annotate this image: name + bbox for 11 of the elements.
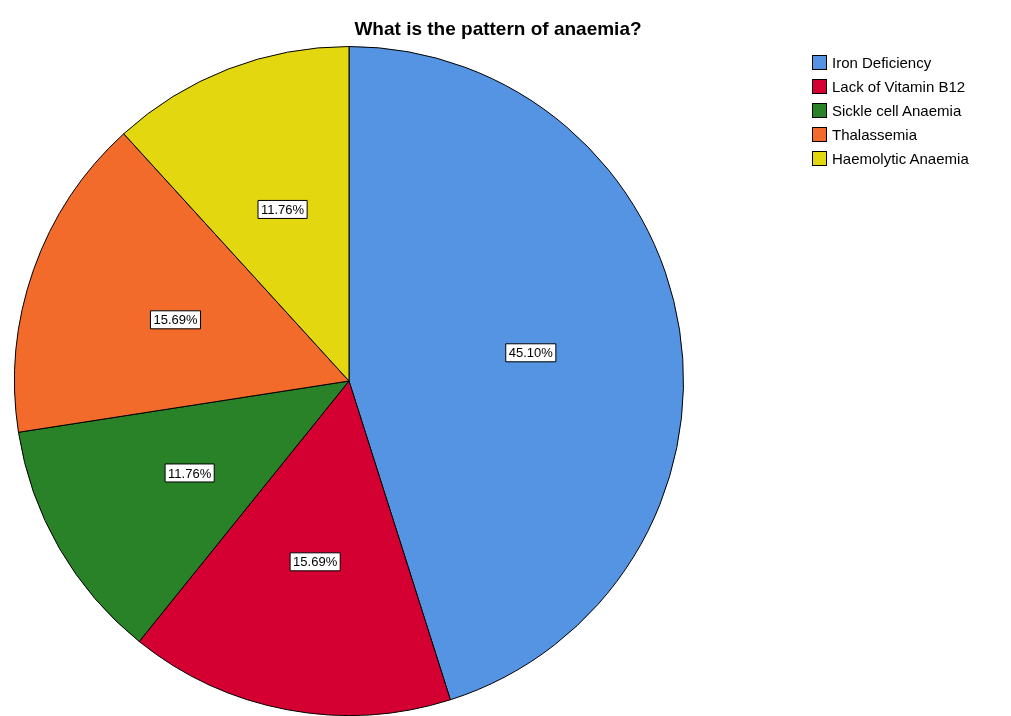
legend-label: Iron Deficiency [832, 53, 932, 71]
data-label: 15.69% [293, 554, 338, 570]
data-label: 15.69% [153, 312, 198, 328]
chart-title: What is the pattern of anaemia? [353, 18, 643, 40]
legend-label: Thalassemia [832, 125, 918, 143]
legend-label: Lack of Vitamin B12 [832, 77, 966, 95]
data-label: 45.10% [508, 345, 554, 361]
legend-label: Haemolytic Anaemia [832, 149, 969, 167]
data-label: 11.76% [261, 202, 305, 218]
data-label: 11.76% [168, 465, 212, 481]
legend-label: Sickle cell Anaemia [832, 101, 962, 119]
